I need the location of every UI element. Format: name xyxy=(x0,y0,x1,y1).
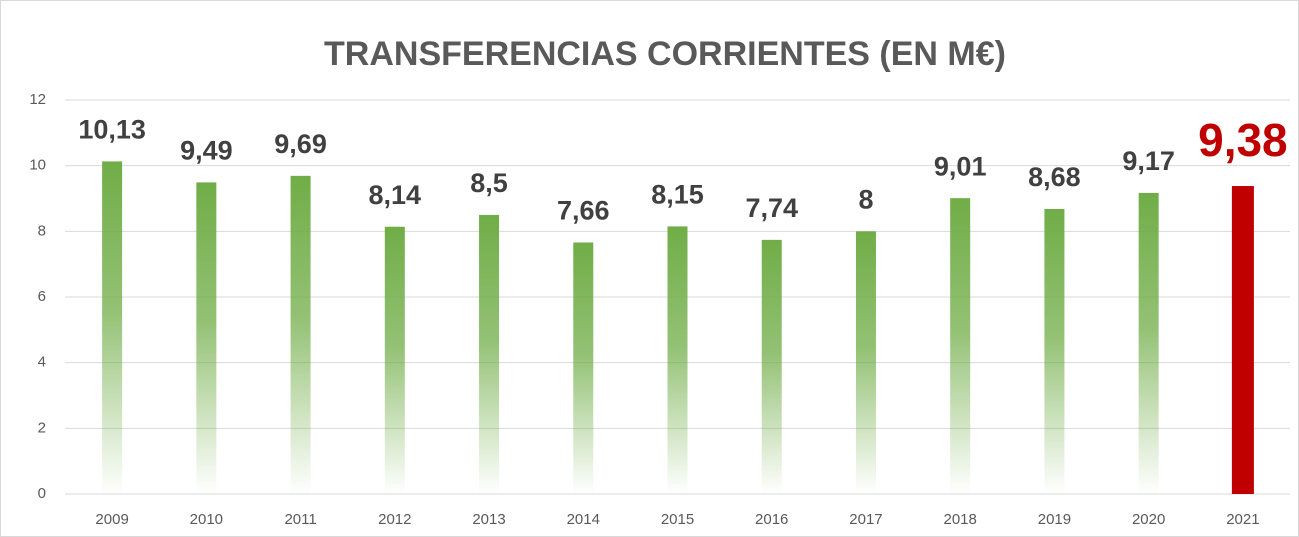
bar xyxy=(196,182,217,494)
bar xyxy=(667,226,688,495)
x-tick-label: 2019 xyxy=(1038,511,1071,528)
bar xyxy=(1231,186,1254,495)
bar xyxy=(855,231,876,495)
data-label: 9,17 xyxy=(1122,146,1175,176)
bar xyxy=(761,239,782,494)
x-tick-label: 2020 xyxy=(1132,511,1165,528)
data-label: 9,38 xyxy=(1198,114,1288,166)
data-label: 7,66 xyxy=(557,196,610,226)
data-label: 10,13 xyxy=(78,115,146,145)
bar xyxy=(1044,209,1065,495)
x-tick-label: 2012 xyxy=(378,511,411,528)
bar xyxy=(573,242,594,494)
bar xyxy=(102,161,123,495)
x-tick-label: 2017 xyxy=(849,511,882,528)
data-label: 8 xyxy=(858,184,873,214)
x-tick-label: 2021 xyxy=(1226,511,1259,528)
bar xyxy=(290,175,311,494)
bar xyxy=(479,214,500,494)
data-label: 8,14 xyxy=(369,180,422,210)
bar xyxy=(384,226,405,494)
y-tick-label: 10 xyxy=(29,157,46,174)
y-tick-label: 8 xyxy=(38,222,46,239)
data-label: 9,01 xyxy=(934,151,987,181)
x-tick-label: 2011 xyxy=(284,511,316,528)
x-tick-label: 2015 xyxy=(661,511,694,528)
y-tick-label: 0 xyxy=(38,485,46,502)
chart-title: TRANSFERENCIAS CORRIENTES (EN M€) xyxy=(324,35,1006,73)
data-label: 7,74 xyxy=(745,193,798,223)
y-tick-label: 2 xyxy=(38,419,46,436)
data-label: 9,49 xyxy=(180,136,233,166)
data-label: 8,68 xyxy=(1028,162,1081,192)
y-tick-label: 12 xyxy=(29,91,46,108)
x-tick-label: 2018 xyxy=(944,511,977,528)
x-tick-label: 2016 xyxy=(755,511,788,528)
y-tick-label: 4 xyxy=(38,354,46,371)
data-label: 8,5 xyxy=(470,168,508,198)
data-label: 9,69 xyxy=(274,129,327,159)
x-tick-label: 2009 xyxy=(95,511,128,528)
x-tick-label: 2010 xyxy=(190,511,223,528)
y-tick-label: 6 xyxy=(38,288,46,305)
bar xyxy=(1138,192,1159,494)
x-tick-label: 2013 xyxy=(472,511,505,528)
data-label: 8,15 xyxy=(651,180,704,210)
bar xyxy=(950,198,971,494)
x-tick-label: 2014 xyxy=(567,511,600,528)
